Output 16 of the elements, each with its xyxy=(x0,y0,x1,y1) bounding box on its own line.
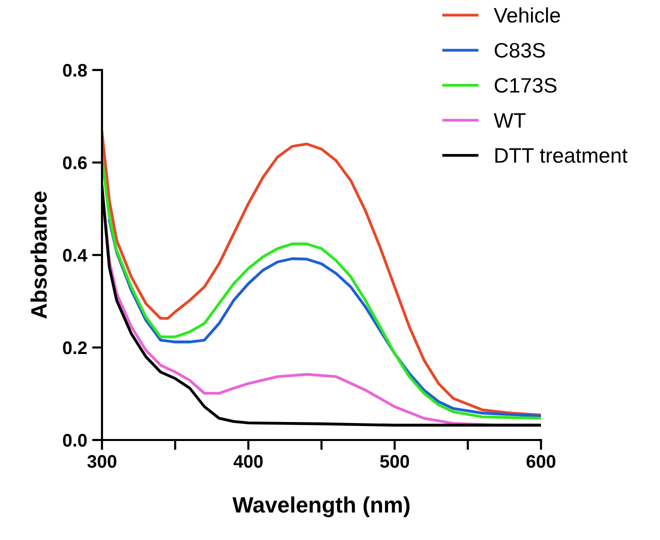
y-tick-label: 0.2 xyxy=(63,341,87,354)
y-tick-label: 0.4 xyxy=(63,248,88,262)
x-axis-title: Wavelength (nm) xyxy=(232,496,410,518)
legend-label: WT xyxy=(494,113,526,128)
x-tick-label: 300 xyxy=(87,455,116,468)
x-tick-label: 600 xyxy=(526,455,556,468)
legend-label: DTT treatment xyxy=(495,148,628,163)
legend-label: C173S xyxy=(494,78,556,93)
legend-label: C83S xyxy=(494,42,545,58)
y-tick-label: 0.8 xyxy=(63,64,87,77)
y-tick-label: 0.6 xyxy=(63,156,87,170)
y-tick-label: 0.0 xyxy=(63,434,87,447)
x-tick-label: 400 xyxy=(234,455,263,468)
legend-label: Vehicle xyxy=(494,7,560,23)
x-tick-label: 500 xyxy=(380,455,409,468)
y-axis-title: Absorbance xyxy=(30,192,47,319)
